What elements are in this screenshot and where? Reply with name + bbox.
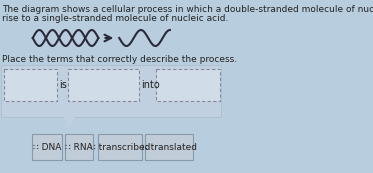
- FancyBboxPatch shape: [65, 134, 93, 160]
- Bar: [156, 69, 220, 101]
- Text: Place the terms that correctly describe the process.: Place the terms that correctly describe …: [2, 55, 238, 64]
- Text: rise to a single-stranded molecule of nucleic acid.: rise to a single-stranded molecule of nu…: [2, 14, 229, 23]
- Text: ∷ RNA: ∷ RNA: [65, 143, 93, 152]
- Text: is: is: [60, 80, 68, 90]
- FancyBboxPatch shape: [98, 134, 142, 160]
- Polygon shape: [65, 117, 74, 126]
- Text: ∷ translated: ∷ translated: [142, 143, 197, 152]
- Bar: [4, 69, 57, 101]
- FancyBboxPatch shape: [32, 134, 62, 160]
- Text: The diagram shows a cellular process in which a double-stranded molecule of nucl: The diagram shows a cellular process in …: [2, 5, 373, 14]
- Bar: [68, 69, 140, 101]
- FancyBboxPatch shape: [145, 134, 193, 160]
- Text: ∷ DNA: ∷ DNA: [33, 143, 61, 152]
- Text: ∷ transcribed: ∷ transcribed: [90, 143, 150, 152]
- Text: into: into: [141, 80, 160, 90]
- FancyBboxPatch shape: [1, 65, 221, 117]
